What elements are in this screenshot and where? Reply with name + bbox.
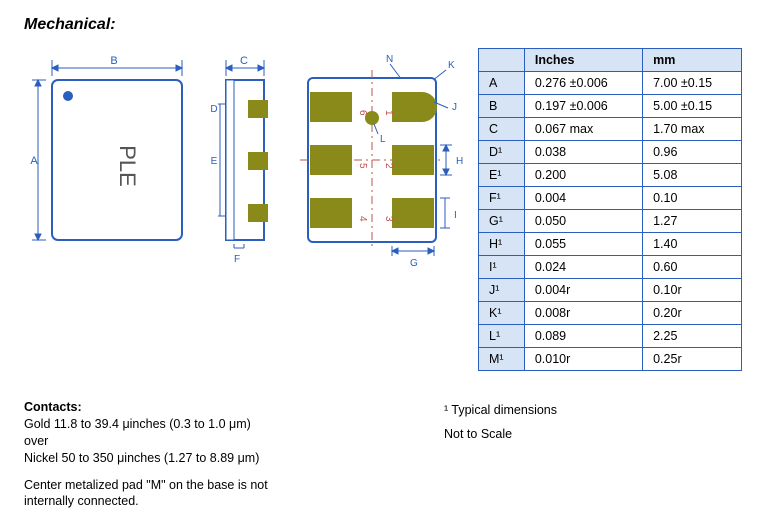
contacts-heading: Contacts: [24,399,284,416]
dim-mm: 1.27 [643,210,742,233]
dim-label-K: K [448,60,455,71]
dim-label-H: H [456,156,463,167]
dim-key: M¹ [479,348,525,371]
table-header-mm: mm [643,49,742,72]
dim-mm: 0.10r [643,279,742,302]
package-marking: PLE [115,145,140,187]
dim-inches: 0.010r [524,348,642,371]
table-row: I¹0.0240.60 [479,256,742,279]
dim-inches: 0.089 [524,325,642,348]
dim-inches: 0.050 [524,210,642,233]
dim-label-G: G [410,258,418,269]
dim-label-D: D [210,104,217,115]
table-row: H¹0.0551.40 [479,233,742,256]
table-row: C0.067 max1.70 max [479,118,742,141]
pin-number-5: 5 [357,163,368,169]
table-row: A0.276 ±0.0067.00 ±0.15 [479,72,742,95]
section-heading: Mechanical: [24,16,742,34]
contacts-line1b: over [24,433,284,450]
dim-mm: 7.00 ±0.15 [643,72,742,95]
dim-mm: 1.40 [643,233,742,256]
table-header-key [479,49,525,72]
table-row: B0.197 ±0.0065.00 ±0.15 [479,95,742,118]
dim-mm: 0.96 [643,141,742,164]
dim-label-A: A [30,155,38,167]
dim-label-J: J [452,102,457,113]
dim-mm: 5.00 ±0.15 [643,95,742,118]
dim-key: K¹ [479,302,525,325]
table-row: J¹0.004r0.10r [479,279,742,302]
dim-inches: 0.038 [524,141,642,164]
dim-inches: 0.067 max [524,118,642,141]
dim-key: B [479,95,525,118]
diagram-side-view: C E D F [208,48,278,268]
diagram-footprint-view: N K 6 5 4 1 2 [288,48,468,278]
mechanical-diagrams: B PLE A [24,48,468,278]
pin-number-4: 4 [357,216,368,222]
footnote-typical: ¹ Typical dimensions [444,399,557,423]
table-row: D¹0.0380.96 [479,141,742,164]
dim-key: D¹ [479,141,525,164]
dim-inches: 0.004r [524,279,642,302]
dim-mm: 5.08 [643,164,742,187]
table-row: L¹0.0892.25 [479,325,742,348]
table-row: G¹0.0501.27 [479,210,742,233]
dim-key: C [479,118,525,141]
dim-mm: 0.25r [643,348,742,371]
dim-inches: 0.200 [524,164,642,187]
pin-number-3: 3 [383,216,394,222]
dim-label-E: E [211,156,218,167]
footer-row: Contacts: Gold 11.8 to 39.4 μinches (0.3… [24,399,742,510]
dim-label-L: L [380,134,386,145]
table-row: K¹0.008r0.20r [479,302,742,325]
contacts-block: Contacts: Gold 11.8 to 39.4 μinches (0.3… [24,399,284,510]
dim-label-I: I [454,210,457,221]
diagram-top-view: B PLE A [24,48,198,268]
contacts-line1: Gold 11.8 to 39.4 μinches (0.3 to 1.0 μm… [24,416,284,433]
dim-key: I¹ [479,256,525,279]
dim-key: H¹ [479,233,525,256]
footnote-scale: Not to Scale [444,423,557,447]
dim-label-C: C [240,55,248,67]
dim-inches: 0.276 ±0.006 [524,72,642,95]
main-row: B PLE A [24,48,742,371]
table-row: M¹0.010r0.25r [479,348,742,371]
dim-inches: 0.008r [524,302,642,325]
dim-label-F: F [234,254,240,265]
table-header-inches: Inches [524,49,642,72]
dim-mm: 0.10 [643,187,742,210]
dim-inches: 0.055 [524,233,642,256]
dim-inches: 0.197 ±0.006 [524,95,642,118]
table-row: F¹0.0040.10 [479,187,742,210]
pin-number-2: 2 [383,163,394,169]
dim-key: A [479,72,525,95]
pin-number-1: 1 [383,110,394,116]
dim-inches: 0.024 [524,256,642,279]
dim-inches: 0.004 [524,187,642,210]
footnotes: ¹ Typical dimensions Not to Scale [444,399,557,510]
dim-mm: 1.70 max [643,118,742,141]
dim-mm: 0.60 [643,256,742,279]
dim-label-N: N [386,54,393,65]
dim-key: J¹ [479,279,525,302]
dim-mm: 0.20r [643,302,742,325]
table-row: E¹0.2005.08 [479,164,742,187]
dim-label-B: B [110,55,117,67]
contacts-line2: Nickel 50 to 350 μinches (1.27 to 8.89 μ… [24,450,284,467]
dim-mm: 2.25 [643,325,742,348]
dimensions-table: Inches mm A0.276 ±0.0067.00 ±0.15B0.197 … [478,48,742,371]
pin-number-6: 6 [357,110,368,116]
contacts-note: Center metalized pad "M" on the base is … [24,477,284,511]
dim-key: L¹ [479,325,525,348]
dim-key: E¹ [479,164,525,187]
dim-key: F¹ [479,187,525,210]
dim-key: G¹ [479,210,525,233]
